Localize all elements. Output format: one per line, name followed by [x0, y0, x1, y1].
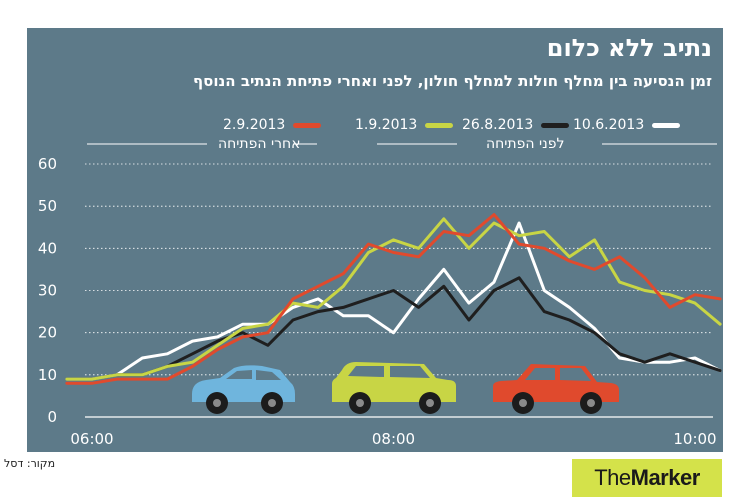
series-line-2.9.2013: [65, 213, 722, 385]
legend-item-26-8-2013: 26.8.2013: [462, 117, 570, 133]
chart-subtitle: זמן הנסיעה בין מחלף חולות למחלף חולון, ל…: [193, 72, 712, 90]
legend-text: 1.9.2013: [355, 117, 418, 133]
x-tick-label: 08:00: [372, 430, 415, 448]
y-tick-label: 50: [38, 197, 57, 215]
legend-swatch-red: [293, 122, 322, 128]
legend-text: 2.9.2013: [223, 117, 286, 133]
legend-text: 26.8.2013: [462, 117, 534, 133]
legend-item-1-9-2013: 1.9.2013: [355, 117, 454, 133]
y-tick-label: 10: [38, 366, 57, 384]
y-tick-label: 0: [47, 408, 57, 426]
legend-group-after: אחרי הפתיחה: [218, 136, 301, 152]
y-tick-label: 60: [38, 155, 57, 173]
x-tick-label: 06:00: [70, 430, 113, 448]
legend-swatch-white: [652, 122, 681, 128]
car-icon-blue: [192, 365, 295, 414]
legend-swatch-green: [425, 122, 454, 128]
legend-item-2-9-2013: 2.9.2013: [223, 117, 322, 133]
y-tick-label: 40: [38, 239, 57, 257]
series-line-26.8.2013: [65, 276, 722, 381]
series-line-1.9.2013: [65, 217, 722, 381]
y-tick-label: 20: [38, 324, 57, 342]
car-icon-red: [493, 364, 619, 414]
logo-the: The: [594, 465, 631, 490]
chart-title: נתיב ללא כלום: [546, 34, 712, 62]
themarker-logo: The Marker: [572, 459, 722, 497]
legend-text: 10.6.2013: [573, 117, 645, 133]
logo-marker: Marker: [630, 465, 701, 490]
source-note: מקור: דסל: [4, 457, 56, 470]
legend-group-before: לפני הפתיחה: [486, 136, 565, 152]
legend-swatch-black: [541, 122, 570, 128]
line-chart: 0 10 20 30 40 50 60 06:00 08:00 10:00: [38, 143, 722, 448]
legend-item-10-6-2013: 10.6.2013: [573, 117, 681, 133]
x-tick-label: 10:00: [673, 430, 716, 448]
y-tick-label: 30: [38, 282, 57, 300]
car-icon-green: [332, 362, 456, 414]
